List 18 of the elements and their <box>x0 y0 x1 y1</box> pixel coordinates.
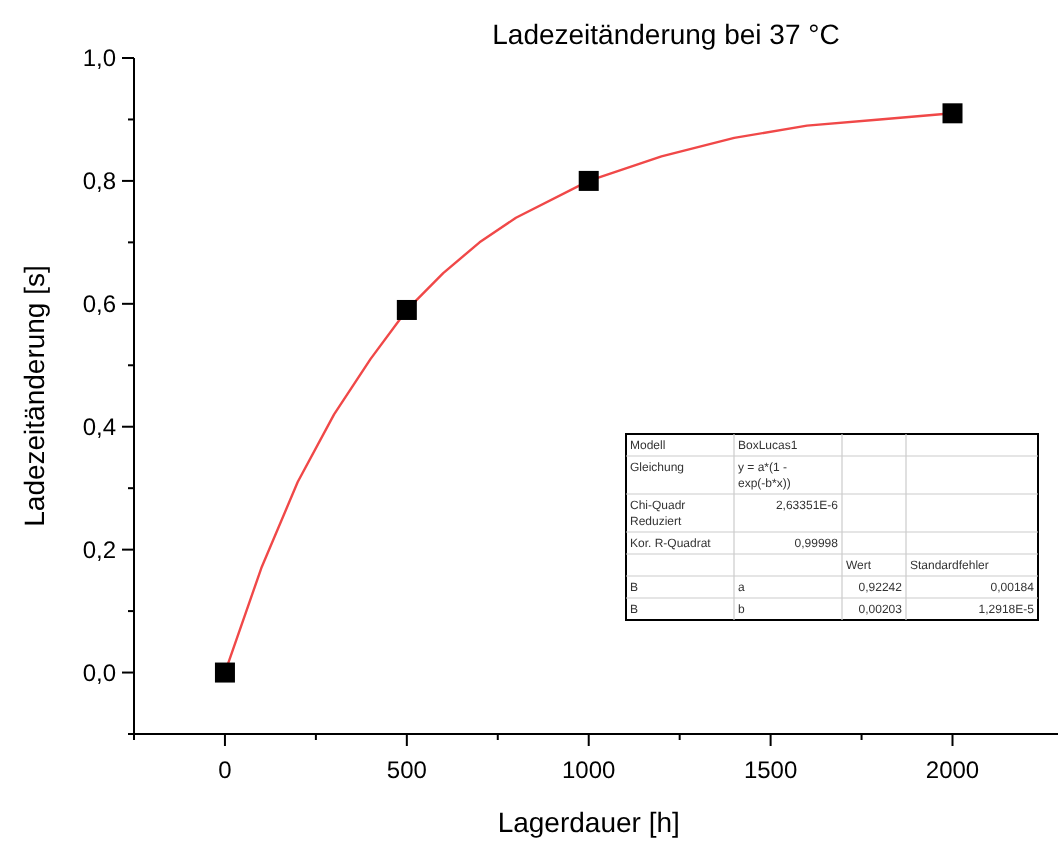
point <box>396 299 417 320</box>
y-tick-label: 1,0 <box>82 44 117 73</box>
y-tick-label: 0,4 <box>82 413 117 442</box>
x-tick-label: 500 <box>386 756 428 784</box>
x-tick-label: 2000 <box>925 756 980 784</box>
x-tick-label: 1500 <box>743 756 798 784</box>
point <box>578 170 599 191</box>
y-tick-label: 0,0 <box>82 658 117 687</box>
y-tick-label: 0,2 <box>82 536 117 565</box>
x-tick-label: 1000 <box>562 756 617 784</box>
chart-title: Ladezeitänderung bei 37 °C <box>492 18 840 50</box>
x-tick-label: 0 <box>218 756 233 784</box>
point <box>942 103 963 124</box>
y-tick-label: 0,6 <box>82 290 117 319</box>
y-axis-title: Ladezeitänderung [s] <box>18 265 50 527</box>
point <box>214 662 235 683</box>
y-tick-label: 0,8 <box>82 167 117 196</box>
x-axis-title: Lagerdauer [h] <box>497 806 680 838</box>
